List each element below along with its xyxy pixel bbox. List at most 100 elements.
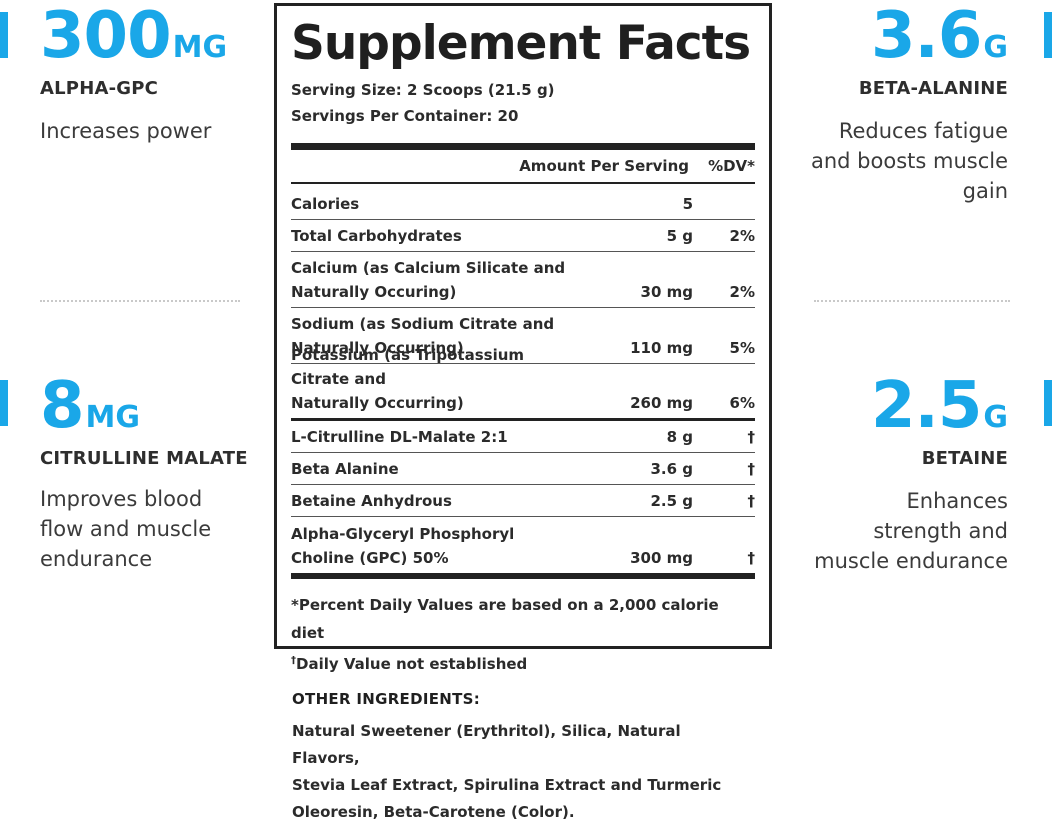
nutrient-name: Calories [291,189,583,219]
dagger-mark: † [291,655,296,666]
callout-number: 3.6 [871,0,982,73]
facts-row: Sodium (as Sodium Citrate and Naturally O… [291,308,755,364]
nutrient-dv: 5% [729,339,755,357]
callout-number: 300 [40,0,172,73]
footnote-text: Daily Value not established [296,655,528,673]
facts-row: Total Carbohydrates 5 g 2% [291,220,755,252]
other-ingredients-text: Natural Sweetener (Erythritol), Silica, … [292,718,752,826]
facts-row: Betaine Anhydrous 2.5 g † [291,485,755,517]
desc-line: flow and muscle [40,517,212,541]
footnote-not-established: †Daily Value not established [291,647,755,678]
dotted-divider [814,300,1010,302]
callout-beta-alanine: 3.6G BETA-ALANINE Reduces fatigue and bo… [790,0,1052,260]
facts-row: Alpha-Glyceryl Phosphoryl Choline (GPC) 5… [291,517,755,573]
callout-desc: Improves blood flow and muscle endurance [40,484,270,574]
supplement-facts-panel: Supplement Facts Serving Size: 2 Scoops … [274,3,772,673]
callout-desc: Reduces fatigue and boosts muscle gain [788,116,1008,206]
serving-size: Serving Size: 2 Scoops (21.5 g) [291,81,555,99]
facts-row: Potassium (as Tripotassium Citrate and Na… [291,346,755,421]
desc-line: Improves blood [40,487,203,511]
desc-line: Increases power [40,119,212,143]
callout-unit: G [983,30,1008,65]
desc-line: endurance [40,547,153,571]
callout-desc: Increases power [40,116,260,146]
nutrient-dv [705,213,755,219]
servings-per-container: Servings Per Container: 20 [291,107,519,125]
serving-info: Serving Size: 2 Scoops (21.5 g) Servings… [291,77,755,129]
desc-line: muscle endurance [814,549,1008,573]
nutrient-amount: 30 mg [640,283,693,301]
accent-bar [1044,380,1052,426]
facts-row: Beta Alanine 3.6 g † [291,453,755,485]
ingredient-name-line: Beta Alanine [291,460,399,478]
desc-line: gain [962,179,1008,203]
ingredient-amount: 300 mg [630,549,693,567]
nutrient-name: Potassium (as Tripotassium Citrate and Na… [291,340,583,418]
ingredient-name-line: Betaine Anhydrous [291,492,452,510]
callout-name: BETA-ALANINE [858,78,1008,99]
callout-desc: Enhances strength and muscle endurance [788,486,1008,576]
footnote-daily-values: *Percent Daily Values are based on a 2,0… [291,596,719,642]
desc-line: Enhances [906,489,1008,513]
facts-row: Calcium (as Calcium Silicate and Naturall… [291,252,755,308]
nutrient-dv: 2% [729,227,755,245]
callout-unit: MG [172,30,228,65]
ingredient-name-line: Alpha-Glyceryl Phosphoryl [291,525,515,543]
nutrient-amount: 110 mg [630,339,693,357]
callout-value: 2.5G [871,374,1008,438]
callout-value: 3.6G [871,4,1008,68]
nutrient-name-line: Naturally Occurring) [291,394,464,412]
header-dv: %DV* [708,157,755,175]
facts-row: Calories 5 [291,184,755,220]
ingredient-amount: 2.5 g [650,492,693,510]
nutrient-dv: 2% [729,283,755,301]
callout-number: 2.5 [871,369,982,443]
ingredient-amount: 8 g [666,428,693,446]
nutrient-amount: 5 g [666,227,693,245]
callout-name: BETAINE [921,448,1008,469]
desc-line: and boosts muscle [810,149,1008,173]
header-amount: Amount Per Serving [519,157,689,175]
callout-betaine: 2.5G BETAINE Enhances strength and muscl… [790,370,1052,600]
nutrient-name: Total Carbohydrates [291,221,583,251]
callout-value: 300MG [40,4,227,68]
nutrient-name: Calcium (as Calcium Silicate and Naturall… [291,253,583,307]
ingredient-dv: † [747,428,756,446]
nutrient-name-line: Potassium (as Tripotassium Citrate and [291,346,525,388]
ingredient-name: Betaine Anhydrous [291,486,583,516]
callout-name: CITRULLINE MALATE [40,448,248,469]
nutrient-amount: 5 [682,195,693,213]
nutrient-dv: 6% [729,394,755,412]
ingredient-dv: † [747,492,756,510]
facts-header-row: Amount Per Serving %DV* [291,150,755,184]
dotted-divider [40,300,240,302]
nutrient-name-line: Naturally Occurring) [291,339,464,357]
ingredients-line: Stevia Leaf Extract, Spirulina Extract a… [292,776,722,794]
facts-title: Supplement Facts [291,16,751,71]
ingredient-amount: 3.6 g [650,460,693,478]
desc-line: strength and [873,519,1008,543]
nutrient-name-line: Sodium (as Sodium Citrate and [291,315,555,333]
nutrient-name-line: Calories [291,195,360,213]
callout-unit: MG [85,400,141,435]
nutrient-name: Sodium (as Sodium Citrate and Naturally O… [291,309,583,363]
facts-row: L-Citrulline DL-Malate 2:1 8 g † [291,421,755,453]
nutrient-amount: 260 mg [630,394,693,412]
thick-rule [291,573,755,579]
accent-bar [0,12,8,58]
ingredient-name: L-Citrulline DL-Malate 2:1 [291,422,583,452]
accent-bar [0,380,8,426]
thick-rule [291,143,755,150]
footnotes: *Percent Daily Values are based on a 2,0… [291,591,755,678]
ingredient-name-line: Choline (GPC) 50% [291,549,449,567]
callout-unit: G [983,400,1008,435]
callout-value: 8MG [40,374,140,438]
ingredient-name: Beta Alanine [291,454,583,484]
ingredient-name-line: L-Citrulline DL-Malate 2:1 [291,428,508,446]
ingredients-line: Natural Sweetener (Erythritol), Silica, … [292,722,681,767]
ingredient-dv: † [747,549,756,567]
nutrient-name-line: Calcium (as Calcium Silicate and [291,259,566,277]
nutrient-name-line: Naturally Occuring) [291,283,457,301]
callout-number: 8 [40,369,85,443]
accent-bar [1044,12,1052,58]
